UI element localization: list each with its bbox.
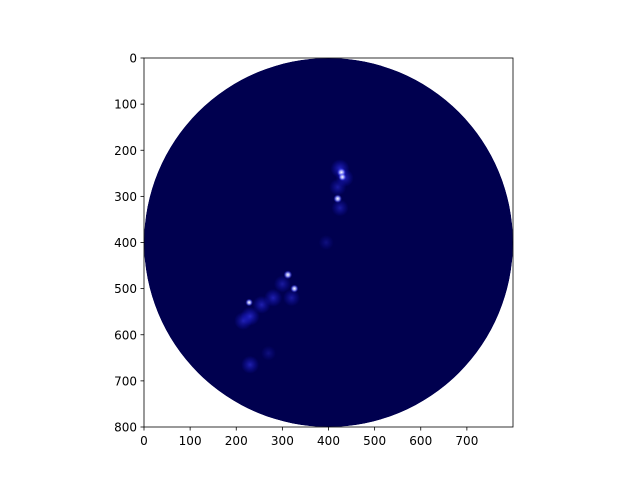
faint-region (329, 178, 347, 196)
bright-spot (245, 298, 253, 307)
y-tick-label: 500 (114, 282, 137, 296)
x-tick-label: 300 (271, 434, 294, 448)
y-tick-label: 800 (114, 421, 137, 435)
y-tick-label: 200 (114, 144, 137, 158)
y-tick-label: 400 (114, 236, 137, 250)
y-tick-label: 700 (114, 374, 137, 388)
faint-region (261, 345, 277, 361)
x-tick-label: 500 (363, 434, 386, 448)
bright-spot (290, 284, 299, 293)
x-tick-label: 600 (409, 434, 432, 448)
y-tick-label: 600 (114, 328, 137, 342)
faint-region (273, 275, 291, 293)
faint-region (252, 295, 271, 314)
y-axis: 0 100 200 300 400 500 600 700 800 (114, 52, 144, 435)
x-tick-label: 400 (317, 434, 340, 448)
faint-region (241, 355, 260, 374)
plot-area (144, 58, 513, 427)
faint-region (283, 289, 301, 307)
x-tick-label: 200 (225, 434, 248, 448)
heatmap-disk (144, 58, 513, 427)
y-tick-label: 100 (114, 98, 137, 112)
bright-spot (283, 270, 293, 280)
bright-spot (338, 173, 347, 182)
faint-region (318, 235, 334, 250)
bright-spot (333, 194, 342, 203)
x-tick-label: 100 (179, 434, 202, 448)
x-tick-label: 700 (455, 434, 478, 448)
y-tick-label: 0 (129, 52, 137, 66)
y-tick-label: 300 (114, 190, 137, 204)
x-tick-label: 0 (140, 434, 148, 448)
faint-region (234, 311, 253, 330)
x-axis: 0 100 200 300 400 500 600 700 (140, 427, 478, 448)
faint-region (331, 199, 349, 217)
